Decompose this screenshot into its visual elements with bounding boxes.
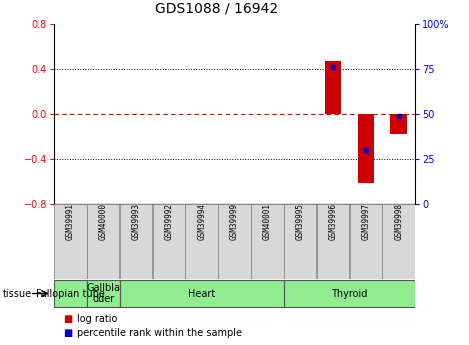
Text: Thyroid: Thyroid bbox=[331, 288, 368, 298]
Bar bbox=[87, 204, 120, 279]
Text: GSM39997: GSM39997 bbox=[361, 203, 371, 240]
Bar bbox=[317, 204, 349, 279]
Bar bbox=[284, 280, 415, 307]
Text: GSM39998: GSM39998 bbox=[394, 203, 403, 240]
Text: GSM39993: GSM39993 bbox=[131, 203, 141, 240]
Text: ■: ■ bbox=[63, 314, 73, 324]
Bar bbox=[325, 61, 341, 114]
Bar bbox=[284, 204, 317, 279]
Bar bbox=[87, 280, 120, 307]
Text: GSM39994: GSM39994 bbox=[197, 203, 206, 240]
Text: GSM39999: GSM39999 bbox=[230, 203, 239, 240]
Text: GSM40001: GSM40001 bbox=[263, 203, 272, 240]
Bar bbox=[349, 204, 382, 279]
Text: GSM39991: GSM39991 bbox=[66, 203, 75, 240]
Text: GSM39995: GSM39995 bbox=[295, 203, 305, 240]
Text: percentile rank within the sample: percentile rank within the sample bbox=[77, 328, 242, 338]
Bar bbox=[390, 114, 407, 134]
Bar bbox=[357, 114, 374, 183]
Bar bbox=[120, 204, 152, 279]
Text: log ratio: log ratio bbox=[77, 314, 118, 324]
Bar bbox=[382, 204, 415, 279]
Text: Fallopian tube: Fallopian tube bbox=[36, 288, 105, 298]
Text: GSM39996: GSM39996 bbox=[328, 203, 338, 240]
Bar bbox=[251, 204, 284, 279]
Text: Heart: Heart bbox=[188, 288, 215, 298]
Bar bbox=[152, 204, 185, 279]
Text: GDS1088 / 16942: GDS1088 / 16942 bbox=[155, 1, 278, 16]
Text: GSM39992: GSM39992 bbox=[164, 203, 174, 240]
Bar bbox=[218, 204, 251, 279]
Text: Gallbla
dder: Gallbla dder bbox=[86, 283, 120, 304]
Bar bbox=[120, 280, 284, 307]
Bar bbox=[54, 204, 87, 279]
Text: GSM40000: GSM40000 bbox=[98, 203, 108, 240]
Text: ■: ■ bbox=[63, 328, 73, 338]
Text: tissue: tissue bbox=[2, 288, 31, 298]
Bar bbox=[54, 280, 87, 307]
Bar bbox=[185, 204, 218, 279]
